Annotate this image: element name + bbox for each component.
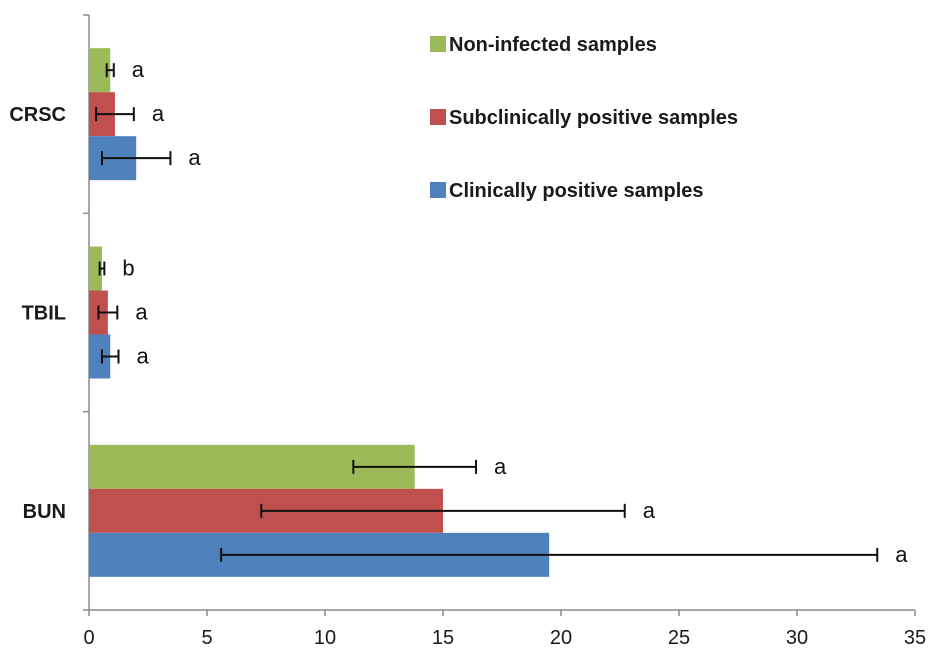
significance-label: a (188, 145, 201, 170)
error-bar-group (95, 63, 879, 562)
significance-label: a (135, 300, 148, 325)
significance-label: a (643, 498, 656, 523)
significance-label: a (895, 542, 908, 567)
category-label: TBIL (22, 303, 66, 325)
legend: Non-infected samples Subclinically positi… (430, 34, 738, 202)
bar (89, 334, 111, 379)
significance-label: a (132, 57, 145, 82)
bar-series-group (89, 48, 550, 577)
x-tick-label: 35 (904, 627, 926, 649)
bar (89, 48, 111, 93)
legend-swatch (430, 36, 446, 52)
significance-label: a (152, 101, 165, 126)
x-tick-label: 15 (432, 627, 454, 649)
significance-label: b (122, 256, 134, 281)
legend-swatch (430, 182, 446, 198)
significance-label: a (494, 454, 507, 479)
category-label: BUN (23, 501, 66, 523)
y-axis-ticks (83, 14, 89, 611)
x-tick-label: 10 (314, 627, 336, 649)
x-tick-label: 30 (786, 627, 808, 649)
x-tick-label: 0 (83, 627, 94, 649)
legend-swatch (430, 109, 446, 125)
significance-label: a (137, 344, 150, 369)
x-tick-label: 20 (550, 627, 572, 649)
legend-label: Non-infected samples (449, 34, 657, 56)
category-labels: CRSC TBIL BUN (9, 104, 66, 523)
legend-label: Clinically positive samples (449, 180, 704, 202)
category-label: CRSC (9, 104, 66, 126)
legend-label: Subclinically positive samples (449, 107, 738, 129)
bar (89, 246, 102, 291)
x-tick-label: 25 (668, 627, 690, 649)
x-tick-label: 5 (201, 627, 212, 649)
x-axis-ticks: 0 5 10 15 20 25 30 35 (83, 610, 926, 649)
